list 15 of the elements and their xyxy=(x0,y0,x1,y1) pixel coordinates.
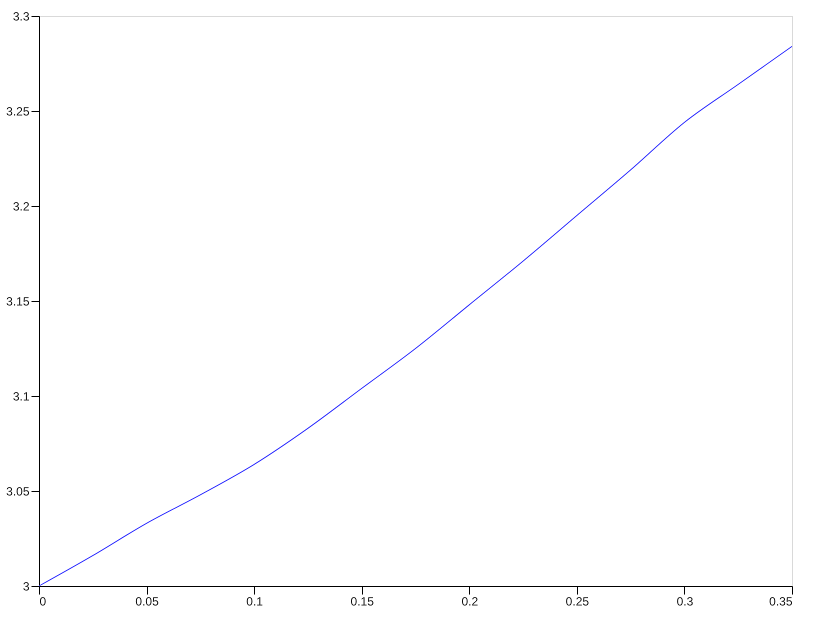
y-tick-label: 3.05 xyxy=(6,484,30,498)
y-tick-label: 3.25 xyxy=(6,104,30,118)
y-tick-label: 3.1 xyxy=(12,390,30,404)
y-tick-label: 3.15 xyxy=(6,294,30,308)
x-tick-label: 0.25 xyxy=(566,594,590,608)
x-tick-label: 0.1 xyxy=(246,594,264,608)
x-tick-label: 0.15 xyxy=(350,594,374,608)
y-tick-label: 3.2 xyxy=(12,200,30,214)
x-tick-label: 0.35 xyxy=(769,594,793,608)
x-tick-label: 0.3 xyxy=(676,594,694,608)
x-tick-label: 0.2 xyxy=(461,594,478,608)
x-tick-label: 0.05 xyxy=(135,594,160,608)
y-tick-label: 3 xyxy=(22,580,30,594)
y-tick-label: 3.3 xyxy=(12,10,30,24)
x-tick-label: 0 xyxy=(40,594,46,608)
